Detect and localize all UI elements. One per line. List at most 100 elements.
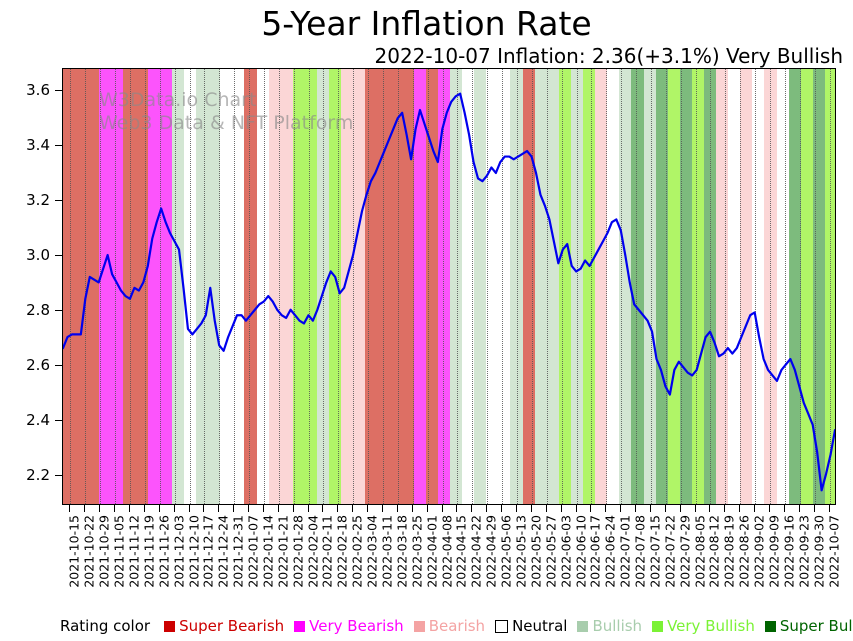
gridline-vertical: [784, 69, 786, 504]
gridline-vertical: [204, 69, 206, 504]
legend-label: Super Bullish: [779, 617, 853, 635]
y-axis-tick-label: 3.6: [26, 80, 50, 99]
rating-band-bullish: [643, 69, 657, 504]
gridline-vertical: [263, 69, 265, 504]
gridline-vertical: [397, 69, 399, 504]
gridline-vertical: [814, 69, 816, 504]
gridline-vertical: [174, 69, 176, 504]
rating-band-neutral: [462, 69, 475, 504]
rating-band-neutral: [498, 69, 512, 504]
x-axis-tick: [560, 505, 562, 512]
y-axis-tick-mark: [55, 419, 62, 421]
rating-band-bearish: [280, 69, 294, 504]
gridline-vertical: [472, 69, 474, 504]
x-axis-tick: [382, 505, 384, 512]
gridline-vertical: [129, 69, 131, 504]
x-axis-tick: [337, 505, 339, 512]
x-axis-tick: [635, 505, 637, 512]
rating-band-bullish: [316, 69, 330, 504]
x-axis-tick: [486, 505, 488, 512]
x-axis-tick: [203, 505, 205, 512]
rating-band-super_bearish: [425, 69, 439, 504]
gridline-vertical: [278, 69, 280, 504]
legend-item-very-bearish[interactable]: Very Bearish: [294, 617, 404, 635]
x-axis-tick: [352, 505, 354, 512]
rating-band-bearish: [341, 69, 354, 504]
gridline-vertical: [189, 69, 191, 504]
plot-area: W3Data.io Chart Web3 Data & NFT Platform: [62, 68, 836, 505]
y-axis: Inflation 3.63.43.23.02.82.62.42.2: [0, 68, 62, 505]
legend: Rating color Super Bearish Very Bearish Be…: [60, 614, 853, 638]
x-axis-tick-label: 2022-06-17: [587, 515, 603, 588]
x-axis-tick-label: 2021-12-10: [186, 515, 202, 588]
rating-band-super_bearish: [63, 69, 76, 504]
gridline-vertical: [234, 69, 236, 504]
x-axis-tick-label: 2022-04-29: [483, 515, 499, 588]
rating-band-neutral: [256, 69, 270, 504]
x-axis-tick: [307, 505, 309, 512]
y-axis-tick-label: 3.4: [26, 135, 50, 154]
x-axis-tick-label: 2022-02-04: [305, 515, 321, 588]
x-axis-tick: [471, 505, 473, 512]
legend-swatch-icon: [577, 620, 589, 632]
gridline-vertical: [606, 69, 608, 504]
x-axis-tick-label: 2022-05-13: [513, 515, 529, 588]
y-axis-tick-mark: [55, 199, 62, 201]
gridline-vertical: [249, 69, 251, 504]
rating-band-neutral: [728, 69, 741, 504]
x-axis-tick-label: 2022-09-30: [811, 515, 827, 588]
x-axis-tick-label: 2022-01-07: [245, 515, 261, 588]
rating-band-super_bullish: [679, 69, 693, 504]
rating-band-super_bullish: [631, 69, 645, 504]
rating-band-very_bearish: [159, 69, 173, 504]
gridline-vertical: [621, 69, 623, 504]
x-axis-tick: [605, 505, 607, 512]
chart-title: 5-Year Inflation Rate: [261, 4, 592, 43]
x-axis-tick-label: 2022-04-01: [424, 515, 440, 588]
x-axis-tick-label: 2022-06-03: [558, 515, 574, 588]
gridline-vertical: [308, 69, 310, 504]
x-axis-tick: [515, 505, 517, 512]
x-axis-tick-label: 2022-07-29: [677, 515, 693, 588]
rating-band-super_bearish: [401, 69, 415, 504]
legend-item-super-bullish[interactable]: Super Bullish: [764, 617, 853, 635]
legend-title: Rating color: [60, 617, 151, 635]
x-axis-tick: [84, 505, 86, 512]
x-axis-tick-label: 2021-11-19: [141, 515, 157, 588]
y-axis-tick-label: 2.4: [26, 410, 50, 429]
x-axis-tick-label: 2022-03-04: [364, 515, 380, 588]
x-axis-tick-label: 2021-12-31: [230, 515, 246, 588]
legend-label: Super Bearish: [179, 617, 285, 635]
gridline-vertical: [159, 69, 161, 504]
gridline-vertical: [353, 69, 355, 504]
rating-band-bullish: [208, 69, 221, 504]
x-axis-tick-label: 2021-10-15: [66, 515, 82, 588]
x-axis-tick: [798, 505, 800, 512]
rating-band-very_bullish: [304, 69, 318, 504]
legend-item-bullish[interactable]: Bullish: [577, 617, 642, 635]
x-axis-tick-label: 2022-04-15: [453, 515, 469, 588]
gridline-vertical: [591, 69, 593, 504]
x-axis-tick-label: 2022-01-21: [275, 515, 291, 588]
legend-item-bearish[interactable]: Bearish: [413, 617, 485, 635]
x-axis-tick: [218, 505, 220, 512]
rating-band-bullish: [196, 69, 209, 504]
legend-item-neutral[interactable]: Neutral: [495, 617, 567, 635]
rating-band-super_bullish: [788, 69, 802, 504]
y-axis-tick-label: 2.2: [26, 465, 50, 484]
legend-item-super-bearish[interactable]: Super Bearish: [164, 617, 284, 635]
gridline-vertical: [770, 69, 772, 504]
x-axis-tick-label: 2022-07-15: [647, 515, 663, 588]
gridline-vertical: [85, 69, 87, 504]
gridline-vertical: [487, 69, 489, 504]
x-axis-tick: [575, 505, 577, 512]
legend-item-very-bullish[interactable]: Very Bullish: [652, 617, 755, 635]
y-axis-tick-label: 3.2: [26, 190, 50, 209]
x-axis-tick: [709, 505, 711, 512]
rating-band-very_bullish: [292, 69, 306, 504]
inflation-line-path: [63, 94, 835, 491]
x-axis: 2021-10-15 2021-10-22 2021-10-29 2021-11-05…: [62, 505, 841, 615]
gridline-vertical: [412, 69, 414, 504]
gridline-vertical: [576, 69, 578, 504]
legend-swatch-icon: [294, 620, 306, 632]
